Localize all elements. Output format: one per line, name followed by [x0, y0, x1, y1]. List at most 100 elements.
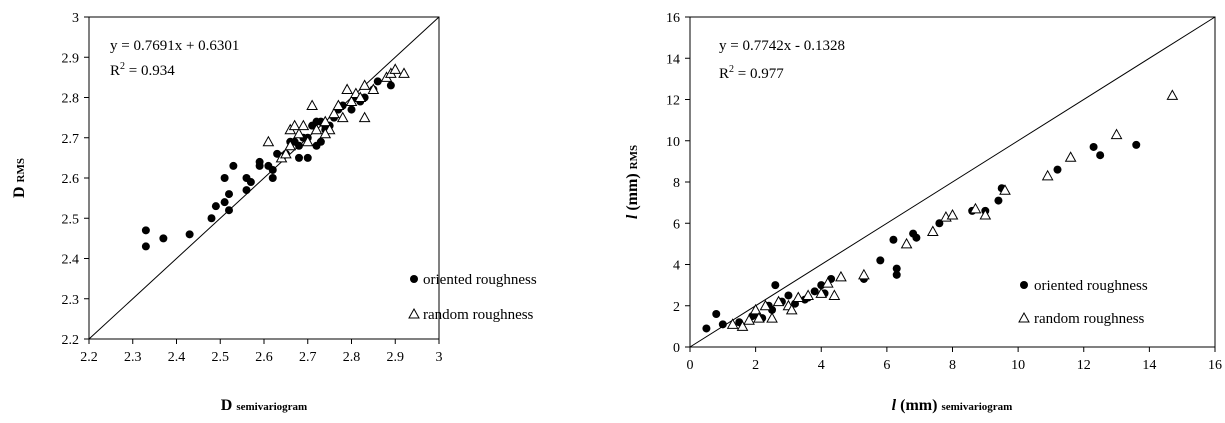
- left-point-random: [293, 127, 305, 139]
- right-point-oriented: [1053, 165, 1062, 174]
- left-point-random: [398, 67, 410, 78]
- left-point-oriented: [268, 174, 277, 182]
- left-point-random: [389, 63, 402, 74]
- left-point-oriented: [225, 190, 233, 199]
- left-y-tick-label: 2.5: [62, 212, 80, 227]
- right-point-random: [828, 289, 841, 300]
- right-point-random: [792, 291, 805, 302]
- left-x-tick-label: 2.8: [343, 350, 361, 365]
- right-point-random: [743, 314, 755, 325]
- right-point-random: [766, 312, 778, 323]
- left-point-random: [301, 135, 314, 147]
- right-x-tick-label: 6: [883, 358, 890, 373]
- right-r-squared: R2 = 0.977: [719, 64, 784, 82]
- right-legend-random-marker: [1018, 311, 1030, 323]
- left-point-random: [319, 115, 332, 127]
- left-x-ticks: 2.2 2.3 2.4 2.5 2.6 2.7 2.8 2.9 3: [80, 339, 443, 365]
- left-legend-random-label: random roughness: [423, 307, 534, 323]
- left-point-random: [332, 99, 345, 111]
- left-points: [141, 63, 410, 251]
- right-y-tick-label: 2: [673, 300, 680, 315]
- right-one-to-one-line: [689, 16, 1216, 348]
- left-x-tick-label: 2.6: [255, 350, 273, 365]
- left-point-oriented: [246, 178, 255, 187]
- left-point-random: [367, 83, 380, 94]
- left-point-oriented: [303, 153, 312, 162]
- right-x-tick-label: 10: [1011, 358, 1025, 373]
- right-point-random: [1110, 128, 1123, 140]
- right-point-random: [736, 320, 749, 331]
- left-y-tick-label: 3: [72, 11, 79, 26]
- right-point-oriented: [892, 264, 901, 273]
- left-point-oriented: [220, 198, 229, 207]
- right-x-tick-label: 12: [1077, 358, 1091, 373]
- left-point-random: [306, 99, 318, 111]
- left-point-random: [354, 91, 367, 102]
- right-point-oriented: [718, 320, 727, 329]
- left-point-oriented: [141, 242, 150, 251]
- left-point-oriented: [347, 105, 356, 114]
- left-point-random: [328, 107, 340, 119]
- left-legend-oriented-label: oriented roughness: [423, 272, 537, 288]
- left-y-axis-label: D RMS: [11, 158, 28, 198]
- right-point-oriented: [1096, 151, 1105, 160]
- right-point-random: [815, 287, 828, 298]
- left-x-axis-label: D semivariogram: [221, 397, 307, 414]
- left-legend-oriented-marker: [410, 275, 418, 283]
- right-point-random: [726, 318, 739, 329]
- left-point-random: [284, 139, 297, 151]
- right-y-tick-label: 10: [666, 135, 680, 150]
- right-point-random: [753, 312, 765, 323]
- left-chart: 2.2 2.3 2.4 2.5 2.6 2.7 2.8 2.9 3 2.22.32.42.52.…: [11, 11, 537, 414]
- right-point-random: [858, 268, 870, 280]
- right-x-tick-label: 8: [949, 358, 956, 373]
- right-point-oriented: [912, 233, 921, 242]
- right-point-random: [979, 208, 992, 220]
- left-point-random: [310, 123, 323, 135]
- left-point-oriented: [185, 230, 194, 239]
- left-x-tick-label: 2.2: [80, 350, 98, 365]
- right-point-random: [835, 270, 847, 282]
- right-point-oriented: [810, 287, 819, 296]
- right-points: [702, 89, 1179, 333]
- left-y-tick-label: 2.2: [62, 333, 80, 348]
- left-x-tick-label: 2.4: [168, 350, 186, 365]
- left-x-tick-label: 2.7: [299, 350, 317, 365]
- right-point-random: [1064, 151, 1077, 162]
- right-point-random: [900, 237, 913, 249]
- left-point-oriented: [225, 206, 233, 215]
- right-y-tick-label: 12: [666, 94, 680, 109]
- right-x-axis-label: l (mm) semivariogram: [892, 397, 1013, 414]
- right-y-tick-label: 4: [673, 259, 680, 274]
- left-y-ticks: 2.2 2.3 2.4 2.5 2.6 2.7 2.8 2.9 3: [62, 11, 89, 348]
- right-point-oriented: [784, 291, 793, 300]
- left-point-random: [341, 83, 353, 94]
- right-point-oriented: [1089, 142, 1098, 151]
- left-r-squared: R2 = 0.934: [110, 61, 175, 79]
- left-point-oriented: [295, 153, 303, 162]
- left-x-tick-label: 2.9: [387, 350, 405, 365]
- left-point-random: [358, 111, 371, 123]
- left-y-tick-label: 2.7: [62, 132, 80, 147]
- right-x-tick-label: 0: [687, 358, 694, 373]
- right-point-random: [785, 303, 798, 315]
- left-equation: y = 0.7691x + 0.6301: [110, 38, 239, 54]
- right-point-random: [926, 225, 939, 236]
- left-point-oriented: [386, 81, 395, 90]
- left-point-oriented: [373, 77, 382, 86]
- left-point-oriented: [316, 137, 325, 146]
- left-point-random: [319, 127, 332, 139]
- right-point-random: [749, 303, 762, 315]
- right-point-oriented: [876, 256, 885, 265]
- left-point-oriented: [211, 202, 220, 211]
- right-point-random: [1041, 169, 1054, 181]
- right-point-random: [969, 202, 982, 214]
- left-point-oriented: [207, 214, 216, 223]
- right-point-random: [759, 299, 772, 311]
- left-point-random: [336, 111, 349, 123]
- right-point-oriented: [1132, 140, 1141, 149]
- right-legend-oriented-label: oriented roughness: [1034, 278, 1148, 294]
- left-point-oriented: [312, 117, 321, 126]
- right-point-random: [802, 289, 814, 300]
